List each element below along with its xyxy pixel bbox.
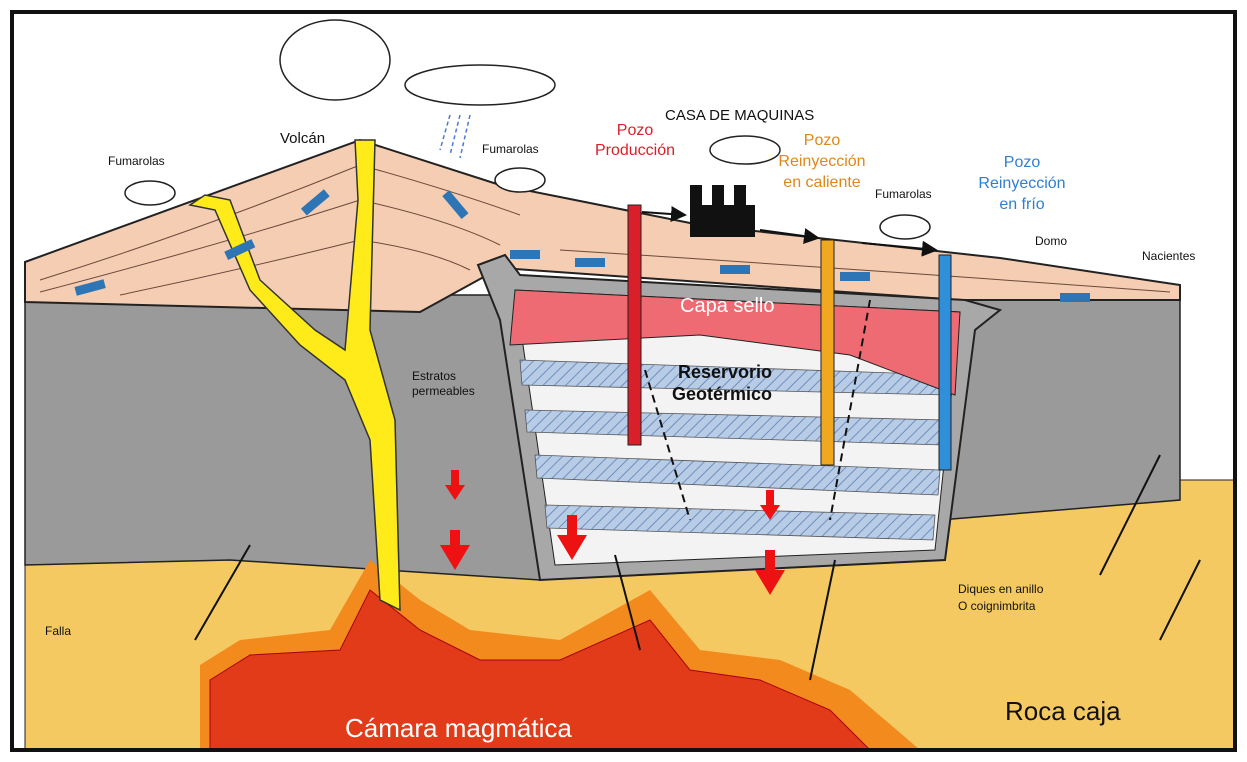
label: Fumarolas <box>108 154 165 168</box>
label: Domo <box>1035 234 1067 248</box>
cold-reinjection-well <box>938 254 952 471</box>
frame <box>10 10 1237 752</box>
label: Cámara magmática <box>345 713 572 743</box>
label: Fumarolas <box>875 187 932 201</box>
label: Estratos permeables <box>412 369 475 398</box>
label: Pozo Reinyección en frío <box>978 154 1065 213</box>
label: Diques en anillo O coignimbrita <box>958 582 1044 613</box>
label: Nacientes <box>1142 249 1195 263</box>
magma-inner <box>209 589 872 751</box>
label: CASA DE MAQUINAS <box>665 107 814 124</box>
label: Volcán <box>280 130 325 147</box>
flow-arrows <box>74 189 1090 302</box>
label: Reservorio Geotérmico <box>672 362 772 404</box>
pipes <box>641 206 938 257</box>
production-well <box>627 204 642 446</box>
power-house <box>690 185 755 237</box>
faults <box>194 454 1201 681</box>
clouds <box>124 19 931 240</box>
heat-arrows <box>440 470 785 595</box>
fault-dashed <box>829 299 871 521</box>
label: Pozo Producción <box>595 122 675 159</box>
label: Pozo Reinyección en caliente <box>778 132 865 191</box>
label: Falla <box>45 624 71 638</box>
label: Capa sello <box>680 295 775 317</box>
rain <box>439 114 471 159</box>
label: Roca caja <box>1005 696 1121 726</box>
volcano-conduit <box>188 139 401 612</box>
fault-dashed <box>644 369 691 521</box>
hot-reinjection-well <box>820 239 835 466</box>
label: Fumarolas <box>482 142 539 156</box>
cap-rock <box>509 289 961 396</box>
